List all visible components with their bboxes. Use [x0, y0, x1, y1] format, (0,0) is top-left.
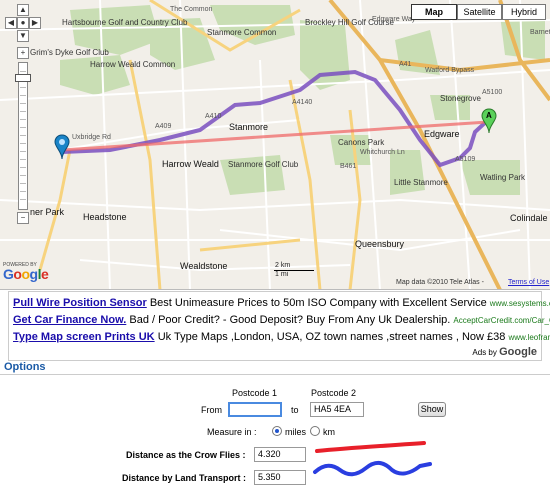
ad-url[interactable]: AcceptCarCredit.com/Car_Credi [453, 316, 550, 325]
road-the-common: The Common [170, 6, 213, 13]
road-b461: B461 [340, 163, 357, 170]
ad-url[interactable]: www.leoframes. [508, 333, 550, 342]
crow-distance-label: Distance as the Crow Flies : [126, 450, 246, 460]
ad-text: Bad / Poor Credit? - Good Deposit? Buy F… [129, 314, 451, 326]
road-a41: A41 [399, 61, 412, 68]
terms-of-use-link[interactable]: Terms of Use [508, 279, 550, 286]
land-legend-stroke [313, 461, 432, 477]
marker-a-label: A [486, 111, 492, 120]
road-whitchurch: Whitchurch Ln [360, 149, 405, 156]
marker-start-icon[interactable] [54, 134, 70, 160]
from-label: From [201, 405, 222, 415]
place-headstone: Headstone [83, 212, 127, 222]
place-stanmore: Stanmore [229, 122, 269, 132]
ad-url[interactable]: www.sesystems.co.uk [489, 299, 550, 308]
postcode1-input[interactable] [228, 402, 282, 417]
place-harrow-weald-common: Harrow Weald Common [90, 60, 176, 69]
road-a5109: A5109 [455, 156, 476, 163]
zoom-slider-track[interactable] [18, 62, 28, 210]
map-data-credit: Map data ©2010 Tele Atlas - [396, 279, 484, 286]
ad-item: Get Car Finance Now. Bad / Poor Credit? … [13, 313, 550, 328]
postcode2-input[interactable]: HA5 4EA [310, 402, 364, 417]
place-canons-park: Canons Park [338, 138, 385, 147]
legend-sketch [313, 441, 432, 477]
unit-km-radio[interactable] [310, 426, 320, 436]
map-type-map-button[interactable]: Map [411, 4, 457, 20]
road-a409: A409 [155, 123, 172, 130]
unit-miles-radio[interactable] [272, 426, 282, 436]
place-stanmore-common: Stanmore Common [207, 28, 277, 37]
ads-by-label: Ads by [472, 348, 497, 357]
crow-distance-field[interactable]: 4.320 [254, 447, 306, 462]
options-title: Options [4, 361, 46, 373]
place-ner-park: ner Park [30, 207, 65, 217]
map-type-hybrid-button[interactable]: Hybrid [502, 4, 546, 20]
ads-by-google[interactable]: Ads by Google [472, 346, 537, 358]
road-edgware-way: Edgware Way [372, 16, 416, 23]
zoom-slider-thumb[interactable] [15, 74, 31, 82]
to-label: to [291, 405, 299, 415]
show-button[interactable]: Show [418, 402, 446, 417]
ads-block: Pull Wire Position Sensor Best Unimeasur… [8, 291, 550, 361]
road-a410: A410 [205, 113, 222, 120]
place-watling-park: Watling Park [480, 173, 526, 182]
place-queensbury: Queensbury [355, 239, 405, 249]
scale-mi-label: 1 mi [275, 271, 289, 278]
ad-title-link[interactable]: Type Map screen Prints UK [13, 331, 155, 343]
place-grims-dyke: Grim's Dyke Golf Club [30, 48, 109, 57]
unit-miles-label: miles [285, 427, 307, 437]
powered-by-label: POWERED BY [3, 262, 37, 268]
ad-title-link[interactable]: Pull Wire Position Sensor [13, 297, 147, 309]
postcode1-label: Postcode 1 [232, 388, 278, 398]
land-distance-label: Distance by Land Transport : [122, 473, 247, 483]
google-logo[interactable]: Google [3, 266, 49, 282]
place-hartsbourne: Hartsbourne Golf and Country Club [62, 18, 188, 27]
ad-item: Pull Wire Position Sensor Best Unimeasur… [13, 296, 550, 311]
scale-bar [274, 270, 314, 271]
place-edgware: Edgware [424, 129, 460, 139]
crow-legend-stroke [315, 441, 426, 453]
road-a5100: A5100 [482, 89, 503, 96]
crow-line [61, 120, 489, 152]
pan-down-icon[interactable]: ▼ [17, 30, 29, 42]
road-a4140: A4140 [292, 99, 313, 106]
place-harrow-weald: Harrow Weald [162, 159, 219, 169]
postcode2-label: Postcode 2 [311, 388, 357, 398]
marker-a-icon[interactable] [481, 108, 497, 134]
road-watford-bypass: Watford Bypass [425, 67, 475, 74]
road-barnet-way: Barnet Way [530, 29, 550, 36]
place-colindale: Colindale [510, 213, 548, 223]
map-view[interactable]: Hartsbourne Golf and Country Club Stanmo… [0, 0, 550, 290]
place-stanmore-golf: Stanmore Golf Club [228, 160, 299, 169]
ads-by-brand: Google [499, 346, 537, 358]
pan-up-icon[interactable]: ▲ [17, 4, 29, 16]
pan-center-icon[interactable]: ● [17, 17, 29, 29]
unit-km-label: km [323, 427, 335, 437]
measure-label: Measure in : [207, 427, 257, 437]
place-wealdstone: Wealdstone [180, 261, 228, 271]
ad-item: Type Map screen Prints UK Uk Type Maps ,… [13, 330, 550, 345]
pan-right-icon[interactable]: ▶ [29, 17, 41, 29]
options-header: Options [0, 361, 550, 375]
scale-km-label: 2 km [275, 262, 291, 269]
map-type-satellite-button[interactable]: Satellite [457, 4, 502, 20]
place-stonegrove: Stonegrove [440, 94, 481, 103]
pan-left-icon[interactable]: ◀ [5, 17, 17, 29]
ad-text: Best Unimeasure Prices to 50m ISO Compan… [149, 297, 487, 309]
place-little-stanmore: Little Stanmore [394, 178, 448, 187]
place-brockley-hill: Brockley Hill Golf Course [305, 18, 394, 27]
zoom-in-icon[interactable]: + [17, 47, 29, 59]
road-uxbridge: Uxbridge Rd [72, 134, 111, 141]
map-canvas [0, 0, 550, 289]
ad-title-link[interactable]: Get Car Finance Now. [13, 314, 127, 326]
zoom-out-icon[interactable]: − [17, 212, 29, 224]
land-distance-field[interactable]: 5.350 [254, 470, 306, 485]
route-line [61, 69, 490, 168]
ad-text: Uk Type Maps ,London, USA, OZ town names… [157, 331, 506, 343]
